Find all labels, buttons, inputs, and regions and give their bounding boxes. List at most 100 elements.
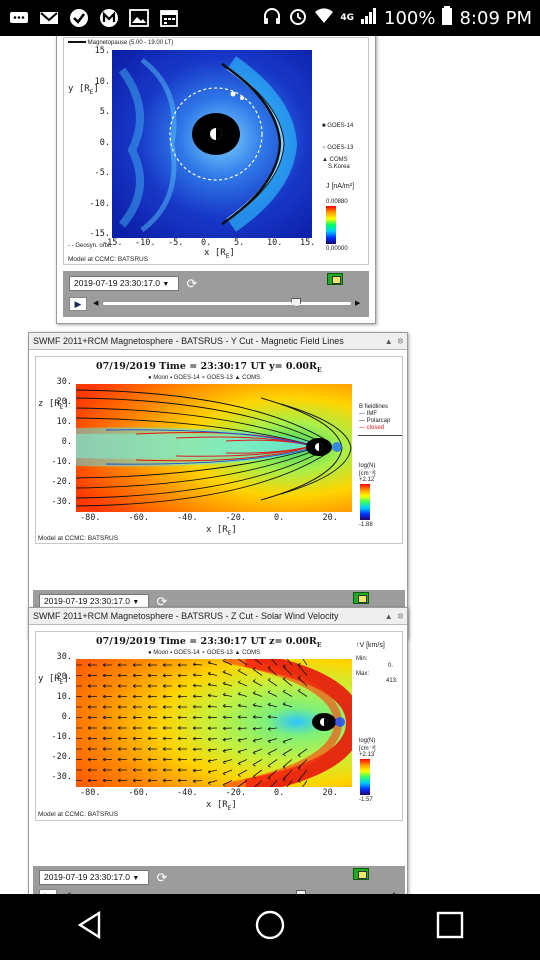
home-icon[interactable] bbox=[254, 909, 286, 946]
colorbar-label: J [nA/m²] bbox=[326, 183, 354, 190]
refresh-icon[interactable]: ⟳ bbox=[155, 871, 169, 885]
recent-apps-icon[interactable] bbox=[435, 910, 465, 945]
velocity-max-label: Max: bbox=[356, 671, 369, 677]
slider-right-arrow[interactable]: ▶ bbox=[355, 299, 360, 307]
y-tick-1: 20. bbox=[38, 397, 72, 407]
image-view-icon[interactable] bbox=[353, 868, 369, 880]
chevron-down-icon: ▼ bbox=[162, 281, 169, 288]
colorbar-max: 0.00880 bbox=[326, 199, 348, 205]
y-tick-2: 10. bbox=[38, 417, 72, 427]
image-view-icon[interactable] bbox=[353, 592, 369, 604]
x-tick-6: 15. bbox=[300, 238, 315, 248]
panel-y-cut: SWMF 2011+RCM Magnetosphere - BATSRUS - … bbox=[28, 332, 408, 639]
panel-title: SWMF 2011+RCM Magnetosphere - BATSRUS - … bbox=[33, 611, 380, 621]
panel-title-bar: SWMF 2011+RCM Magnetosphere - BATSRUS - … bbox=[29, 608, 407, 625]
y-tick-5: -10. bbox=[76, 199, 110, 209]
y-tick-6: -30. bbox=[38, 497, 72, 507]
panel-title-bar: SWMF 2011+RCM Magnetosphere - BATSRUS - … bbox=[29, 333, 407, 350]
colorbar-max: +2.13 bbox=[359, 752, 374, 758]
satellite-markers: ● Moon ▪ GOES-14 ∘ GOES-13 ▲ COMS bbox=[148, 649, 260, 656]
y-tick-5: -20. bbox=[38, 752, 72, 762]
headphones-icon bbox=[262, 6, 282, 31]
close-icon[interactable]: ⦻ bbox=[398, 336, 403, 346]
legend-divider bbox=[358, 435, 402, 436]
velocity-max: 413. bbox=[386, 678, 398, 684]
legend-goes13: ○ GOES-13 bbox=[322, 145, 353, 151]
x-axis-label: x [RE] bbox=[206, 525, 237, 537]
panel-z-cut: SWMF 2011+RCM Magnetosphere - BATSRUS - … bbox=[28, 607, 408, 894]
clock: 8:09 PM bbox=[459, 8, 532, 29]
x-tick-1: -60. bbox=[129, 513, 149, 523]
colorbar bbox=[360, 759, 370, 795]
y-tick-5: -20. bbox=[38, 477, 72, 487]
collapse-icon[interactable]: ▲ bbox=[385, 337, 393, 346]
x-tick-5: 20. bbox=[323, 513, 338, 523]
colorbar bbox=[360, 484, 370, 520]
plot-area: 07/19/2019 Time = 23:30:17 UT z= 0.00RE … bbox=[35, 631, 403, 821]
colorbar-max: +2.12 bbox=[359, 477, 374, 483]
y-tick-0: 30. bbox=[38, 652, 72, 662]
slider-thumb[interactable] bbox=[291, 298, 301, 307]
colorbar-units: [cm⁻³] bbox=[359, 745, 376, 752]
chat-notification-icon bbox=[8, 7, 30, 29]
y-tick-0: 15. bbox=[76, 46, 110, 56]
x-tick-2: -5. bbox=[168, 238, 183, 248]
collapse-icon[interactable]: ▲ bbox=[385, 612, 393, 621]
slider-left-arrow[interactable]: ◀ bbox=[93, 299, 98, 307]
colorbar-units: [cm⁻³] bbox=[359, 470, 376, 477]
model-credit: Model at CCMC: BATSRUS bbox=[38, 811, 118, 818]
model-credit: Model at CCMC: BATSRUS bbox=[38, 535, 118, 542]
y-tick-2: 10. bbox=[38, 692, 72, 702]
colorbar bbox=[326, 206, 336, 244]
time-slider[interactable] bbox=[103, 302, 351, 305]
y-tick-3: 0. bbox=[38, 437, 72, 447]
x-tick-0: -80. bbox=[80, 788, 100, 798]
refresh-icon[interactable]: ⟳ bbox=[185, 277, 199, 291]
model-credit: Model at CCMC: BATSRUS bbox=[68, 256, 148, 263]
image-view-icon[interactable] bbox=[327, 273, 343, 285]
vimeo-icon bbox=[68, 7, 90, 29]
velocity-min: 0. bbox=[388, 663, 393, 669]
x-tick-5: 20. bbox=[323, 788, 338, 798]
solar-wind-velocity-map bbox=[76, 659, 352, 787]
x-tick-2: -40. bbox=[177, 513, 197, 523]
fieldline-polarcap: — Polarcap bbox=[359, 418, 390, 424]
alarm-icon bbox=[288, 6, 308, 31]
x-tick-3: -20. bbox=[226, 788, 246, 798]
status-bar: 4G 100% 8:09 PM bbox=[0, 0, 540, 36]
network-type: 4G bbox=[340, 13, 354, 23]
y-tick-4: -10. bbox=[38, 457, 72, 467]
plot-title: 07/19/2019 Time = 23:30:17 UT z= 0.00RE bbox=[96, 636, 321, 649]
time-select[interactable]: 2019-07-19 23:30:17.0 ▼ bbox=[39, 870, 149, 885]
back-icon[interactable] bbox=[75, 910, 105, 945]
y-tick-3: 0. bbox=[38, 712, 72, 722]
y-tick-3: 0. bbox=[76, 138, 110, 148]
time-control-bar: 2019-07-19 23:30:17.0 ▼ ⟳ ▶ ◀ ▶ bbox=[33, 866, 405, 894]
close-icon[interactable]: ⦻ bbox=[398, 611, 403, 621]
x-tick-1: -10. bbox=[135, 238, 155, 248]
magnetic-field-map bbox=[76, 384, 352, 512]
satellite-markers: ● Moon ▪ GOES-14 ∘ GOES-13 ▲ COMS bbox=[148, 374, 260, 381]
plot-area: 07/19/2019 Time = 23:30:17 UT y= 0.00RE … bbox=[35, 356, 403, 544]
colorbar-label: log(N) bbox=[359, 738, 375, 744]
legend-coms: ▲ COMS bbox=[322, 157, 348, 163]
plot-area: Magnetopause (5.00 - 19.00 LT) bbox=[63, 37, 369, 265]
page-content[interactable]: Magnetopause (5.00 - 19.00 LT) bbox=[0, 36, 540, 894]
gmail-icon bbox=[38, 7, 60, 29]
y-tick-1: 10. bbox=[76, 77, 110, 87]
y-tick-2: 5. bbox=[76, 107, 110, 117]
battery-percent: 100% bbox=[384, 8, 435, 29]
play-button[interactable]: ▶ bbox=[69, 297, 87, 311]
x-tick-4: 5. bbox=[234, 238, 244, 248]
colorbar-min: -1.88 bbox=[359, 522, 373, 528]
panel-title: SWMF 2011+RCM Magnetosphere - BATSRUS - … bbox=[33, 336, 380, 346]
android-navigation-bar bbox=[0, 894, 540, 960]
x-tick-4: 0. bbox=[274, 788, 284, 798]
wifi-icon bbox=[314, 7, 334, 30]
fieldline-imf: — IMF bbox=[359, 411, 377, 417]
gallery-icon bbox=[128, 7, 150, 29]
fieldlines-legend-title: B fieldlines bbox=[359, 404, 388, 410]
chevron-down-icon: ▼ bbox=[132, 599, 139, 606]
time-select[interactable]: 2019-07-19 23:30:17.0 ▼ bbox=[69, 276, 179, 291]
x-tick-2: -40. bbox=[177, 788, 197, 798]
